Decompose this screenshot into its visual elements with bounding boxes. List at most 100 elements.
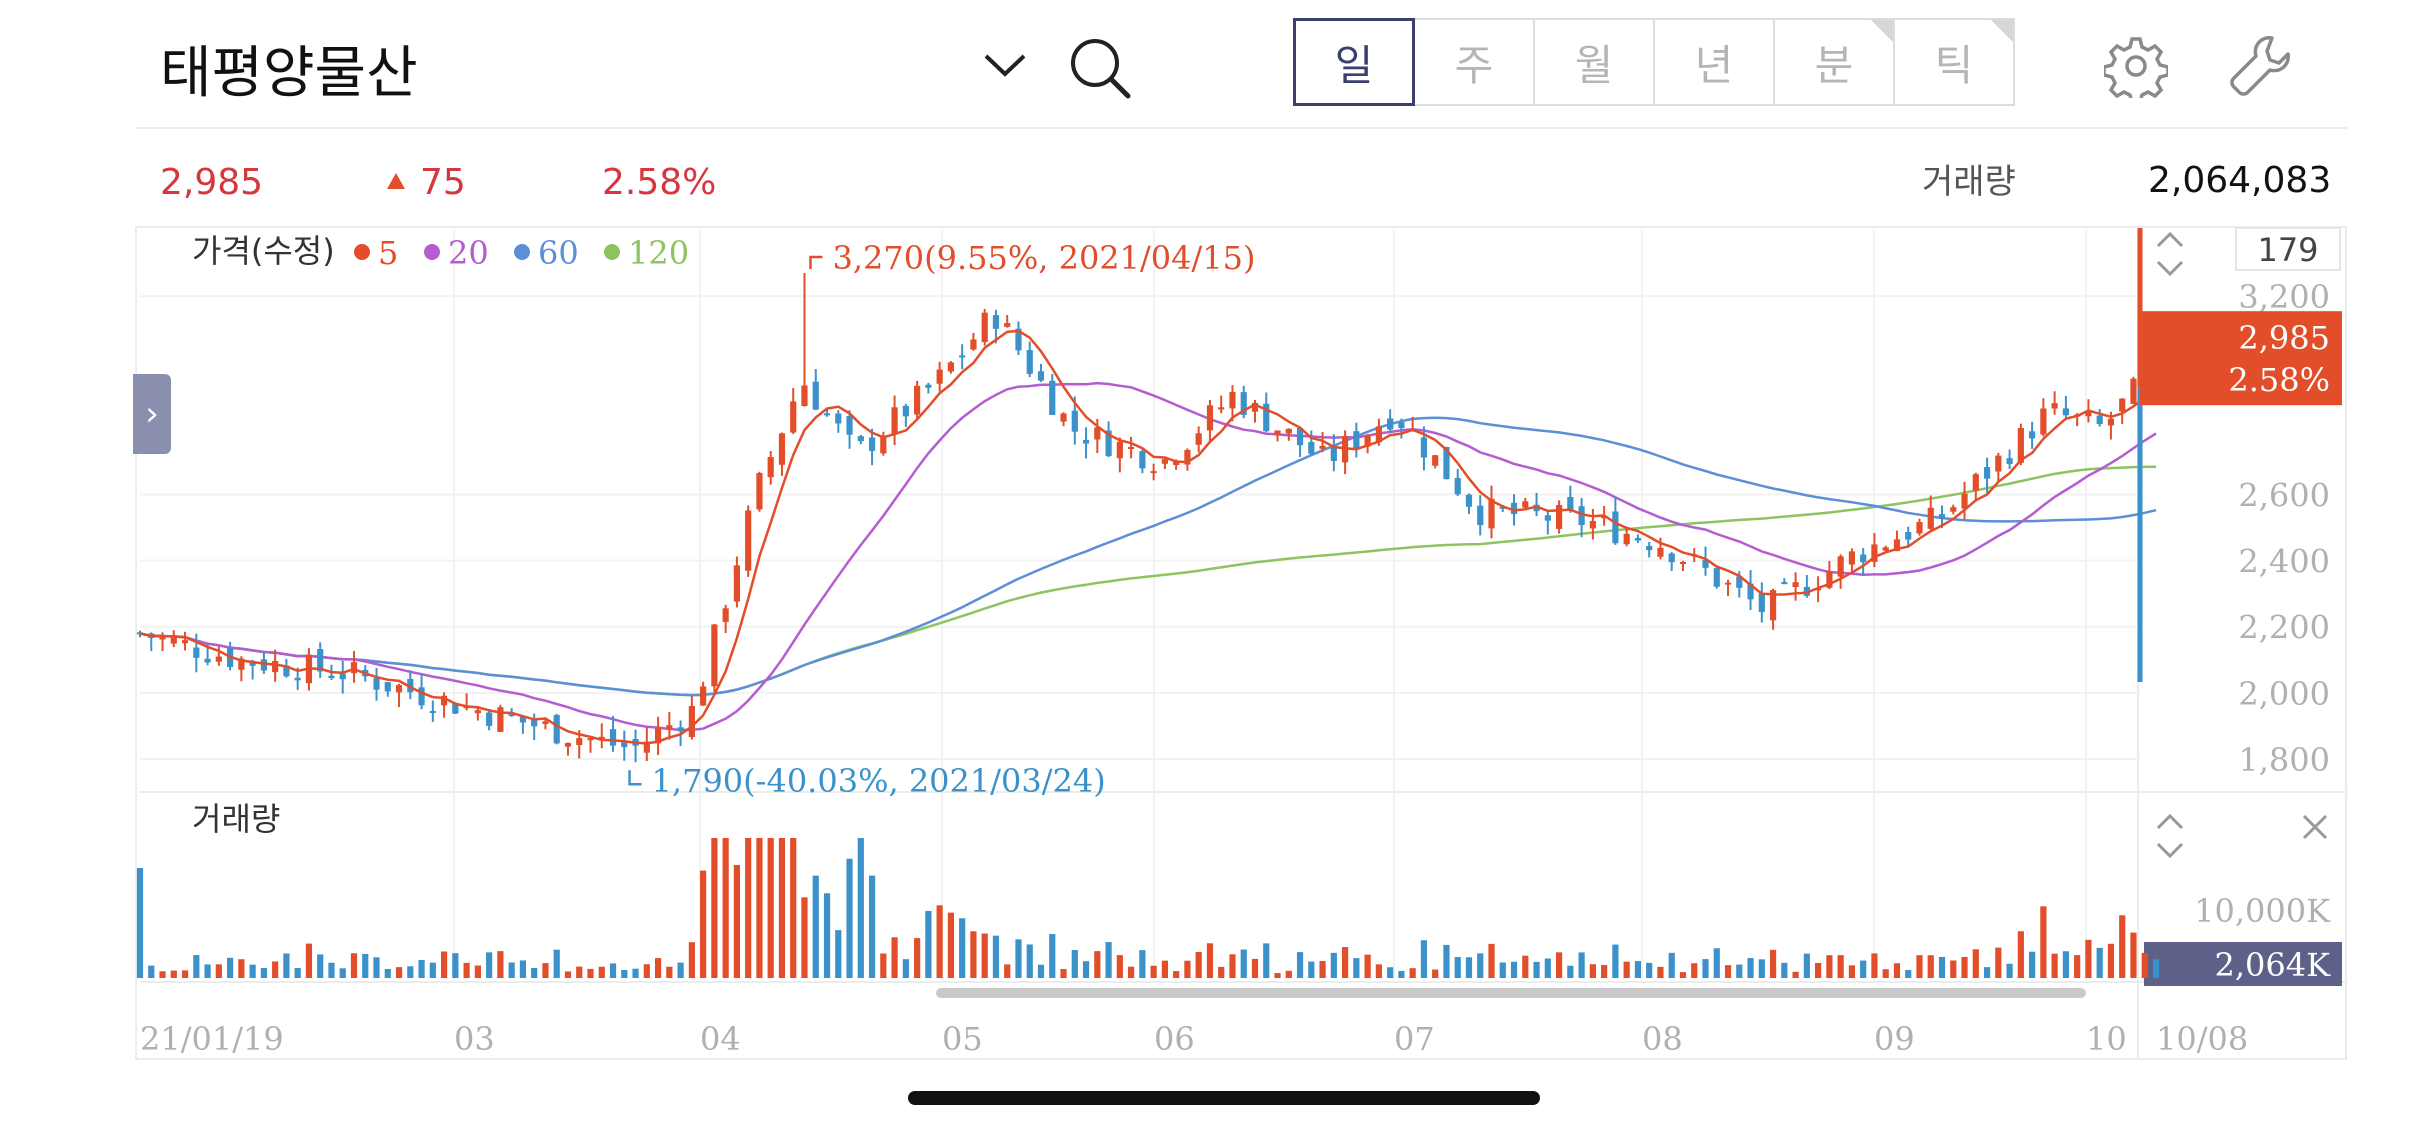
volume-current-badge (2144, 942, 2342, 986)
candle-body (497, 707, 504, 732)
volume-bar (317, 954, 324, 978)
current-price-label: 2,985 (2238, 319, 2330, 357)
volume-bar (1206, 943, 1214, 978)
header-divider (135, 127, 2347, 129)
candle-body (373, 678, 380, 690)
volume-bar (1409, 968, 1416, 978)
volume-bar (362, 953, 369, 978)
volume-bar (531, 967, 538, 978)
volume-bar (1319, 960, 1326, 978)
candle-body (474, 710, 481, 714)
volume-y-tick: 10,000K (2194, 892, 2331, 930)
volume-bar (350, 953, 358, 978)
volume-bar (1026, 944, 1033, 978)
candle-body (857, 436, 864, 442)
chevron-down-icon[interactable] (982, 48, 1028, 82)
candle-body (880, 436, 887, 454)
volume-bar (519, 960, 527, 978)
tab-1[interactable]: 주 (1413, 18, 1535, 106)
volume-bar (1646, 962, 1653, 978)
horizontal-scrollbar[interactable] (936, 988, 2086, 998)
y-tick-label: 2,400 (2238, 543, 2330, 581)
candle-body (700, 686, 707, 706)
volume-panel-title: 거래량 (192, 800, 280, 838)
volume-bar (238, 959, 245, 978)
wrench-icon[interactable] (2228, 32, 2294, 98)
high-marker (809, 255, 823, 269)
volume-bar (1983, 967, 1991, 978)
candle-body (936, 369, 943, 384)
candle-body (1263, 403, 1270, 432)
candle-body (947, 362, 955, 372)
candle-body (745, 510, 752, 571)
candle-body (778, 433, 786, 465)
volume-bar (1229, 954, 1236, 978)
volume-bar (1938, 956, 1946, 978)
candle-body (1589, 520, 1596, 529)
chart-frame (135, 226, 2347, 1060)
candle-body (1544, 515, 1551, 521)
candle-body (1702, 560, 1709, 568)
volume-bar (1420, 940, 1428, 978)
y-tick-label: 1,800 (2238, 741, 2330, 779)
side-panel-toggle-icon[interactable]: › (133, 374, 171, 454)
volume-bar (1522, 955, 1529, 978)
candle-body (801, 385, 808, 406)
volume-bar (1375, 964, 1382, 978)
legend-item: 20 (448, 234, 489, 272)
candle-body (531, 718, 538, 727)
candle-body (170, 637, 177, 644)
volume-bar (1555, 952, 1563, 978)
volume-bar (440, 951, 448, 978)
tab-3[interactable]: 년 (1653, 18, 1775, 106)
candle-body (2119, 398, 2126, 412)
volume-bar (2062, 951, 2069, 978)
tab-0[interactable]: 일 (1293, 18, 1415, 106)
volume-bar (1499, 962, 1506, 978)
x-tick-label: 04 (700, 1020, 741, 1058)
candle-body (846, 416, 853, 435)
volume-bar (193, 955, 200, 978)
candle-body (1105, 430, 1112, 457)
volume-bar (1724, 965, 1732, 978)
gear-icon[interactable] (2104, 34, 2168, 98)
candle-body (823, 413, 831, 416)
candle-body (328, 675, 335, 679)
volume-bar (542, 963, 549, 978)
volume-bar (1803, 953, 1810, 978)
volume-bar (395, 967, 403, 978)
volume-bar (2152, 959, 2160, 978)
volume-bar (868, 875, 876, 978)
candle-body (350, 662, 358, 674)
volume-bar (1713, 948, 1720, 978)
volume-bar (1488, 943, 1495, 978)
candle-body (1465, 494, 1473, 507)
volume-bar (1465, 957, 1473, 978)
volume-bar (1173, 971, 1180, 978)
volume-bar (1781, 962, 1788, 978)
volume-bar (2107, 943, 2115, 978)
candle-body (1015, 328, 1022, 351)
volume-bar (880, 953, 887, 978)
volume-bar (688, 942, 695, 978)
candle-body (2006, 458, 2013, 464)
volume-bar (1387, 967, 1394, 978)
candle-body (587, 738, 594, 741)
ma20-line (139, 381, 2157, 732)
volume-bar (148, 965, 155, 978)
volume-bar (339, 968, 346, 978)
candle-body (1916, 521, 1923, 534)
candle-body (564, 742, 572, 747)
tab-5[interactable]: 틱 (1893, 18, 2015, 106)
y-tick-label: 2,600 (2238, 476, 2330, 514)
candle-body (790, 401, 797, 433)
candle-body (1071, 410, 1078, 432)
tab-4[interactable]: 분 (1773, 18, 1895, 106)
candle-body (1612, 511, 1619, 544)
candle-body (1330, 447, 1337, 461)
volume-label: 거래량 (1922, 162, 2016, 202)
volume-bar (272, 961, 279, 978)
search-icon[interactable] (1068, 36, 1132, 100)
